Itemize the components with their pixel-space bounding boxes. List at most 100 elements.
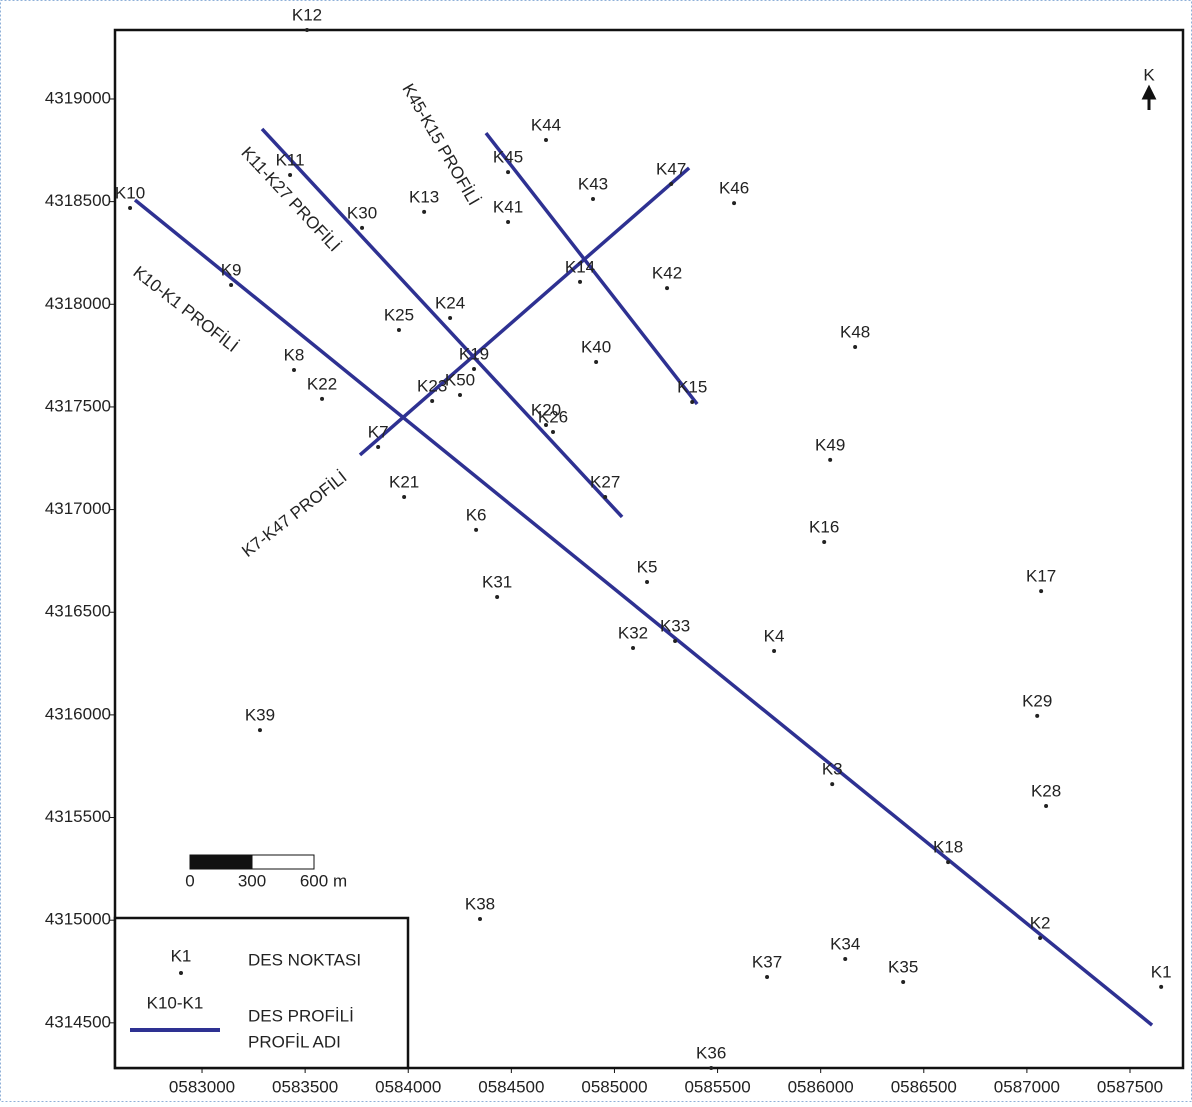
y-tick-label: 4314500: [45, 1012, 111, 1031]
des-point: [578, 279, 583, 284]
des-point: [495, 595, 500, 600]
x-tick-label: 0583000: [169, 1077, 235, 1096]
des-point: [1159, 984, 1164, 989]
point-label: K35: [888, 957, 918, 976]
point-label: K14: [565, 257, 595, 276]
des-point: [551, 429, 556, 434]
point-label: K37: [752, 953, 782, 972]
point-label: K38: [465, 894, 495, 913]
point-label: K48: [840, 322, 870, 341]
des-point: [474, 527, 479, 532]
point-label: K13: [409, 187, 439, 206]
profile-line: [484, 131, 699, 406]
legend-point-label: K1: [171, 946, 192, 965]
point-label: K17: [1026, 567, 1056, 586]
des-point: [478, 916, 483, 921]
des-point: [772, 649, 777, 654]
des-point: [665, 286, 670, 291]
y-tick-label: 4315500: [45, 807, 111, 826]
des-point: [543, 422, 548, 427]
des-point: [506, 219, 511, 224]
des-point: [673, 638, 678, 643]
point-label: K39: [245, 706, 275, 725]
x-tick-label: 0587500: [1097, 1077, 1163, 1096]
des-point: [376, 444, 381, 449]
des-point: [828, 457, 833, 462]
des-point: [732, 201, 737, 206]
point-label: K31: [482, 573, 512, 592]
x-tick-label: 0584500: [478, 1077, 544, 1096]
point-label: K40: [581, 337, 611, 356]
scale-bar: 0 300 600 m: [185, 854, 347, 890]
des-point: [631, 645, 636, 650]
point-label: K10: [115, 183, 145, 202]
point-label: K11: [276, 150, 305, 169]
scale-label: 600: [300, 871, 328, 890]
point-label: K33: [660, 616, 690, 635]
point-label: K20: [531, 400, 561, 419]
point-label: K26: [538, 407, 568, 426]
des-point: [402, 495, 407, 500]
legend-point: [179, 971, 183, 975]
des-point: [1038, 936, 1043, 941]
x-tick-label: 0585500: [684, 1077, 750, 1096]
profile-line: [260, 127, 624, 519]
point-label: K23: [417, 376, 447, 395]
des-point: [853, 344, 858, 349]
point-label: K50: [445, 371, 475, 390]
des-point: [304, 28, 309, 32]
point-label: K2: [1030, 914, 1051, 933]
point-label: K12: [292, 5, 322, 24]
des-point: [288, 172, 293, 177]
point-label: K47: [656, 159, 686, 178]
point-label: K46: [719, 179, 749, 198]
y-tick-label: 4316500: [45, 602, 111, 621]
point-label: K15: [677, 377, 707, 396]
des-point: [946, 860, 951, 865]
des-point: [645, 580, 650, 585]
y-tick-label: 4318000: [45, 294, 111, 313]
y-tick-label: 4318500: [45, 191, 111, 210]
des-point: [1044, 804, 1049, 809]
point-label: K9: [221, 260, 242, 279]
point-label: K43: [578, 174, 608, 193]
des-point: [830, 782, 835, 787]
point-label: K18: [933, 838, 963, 857]
point-label: K45: [493, 148, 523, 167]
scale-label: 0: [185, 871, 194, 890]
point-label: K25: [384, 305, 414, 324]
des-point: [690, 400, 695, 405]
x-tick-label: 0585000: [581, 1077, 647, 1096]
des-point: [765, 975, 770, 980]
y-tick-label: 4317000: [45, 499, 111, 518]
des-point: [472, 366, 477, 371]
des-point: [430, 398, 435, 403]
x-tick-label: 0586500: [891, 1077, 957, 1096]
y-tick-label: 4315000: [45, 910, 111, 929]
map-frame: [113, 28, 1185, 1070]
legend: K1 DES NOKTASI K10-K1 DES PROFİLİ PROFİL…: [113, 916, 410, 1070]
des-point: [822, 540, 827, 545]
point-label: K44: [531, 116, 561, 135]
profile-line: [358, 166, 691, 457]
x-tick-label: 0583500: [272, 1077, 338, 1096]
y-tick-label: 4316000: [45, 704, 111, 723]
des-point: [360, 225, 365, 230]
y-tick-label: 4317500: [45, 396, 111, 415]
x-tick-label: 0586000: [788, 1077, 854, 1096]
y-tick-label: 4319000: [45, 88, 111, 107]
point-label: K6: [466, 505, 487, 524]
des-point: [901, 979, 906, 984]
point-label: K49: [815, 435, 845, 454]
x-tick-label: 0587000: [994, 1077, 1060, 1096]
point-label: K19: [459, 344, 489, 363]
scale-unit: m: [333, 871, 347, 890]
point-label: K24: [435, 294, 465, 313]
point-label: K22: [307, 374, 337, 393]
legend-text: DES PROFİLİ: [248, 1006, 354, 1025]
point-label: K1: [1151, 962, 1172, 981]
point-label: K28: [1031, 782, 1061, 801]
north-label: K: [1143, 65, 1155, 84]
legend-box: [113, 916, 410, 1070]
